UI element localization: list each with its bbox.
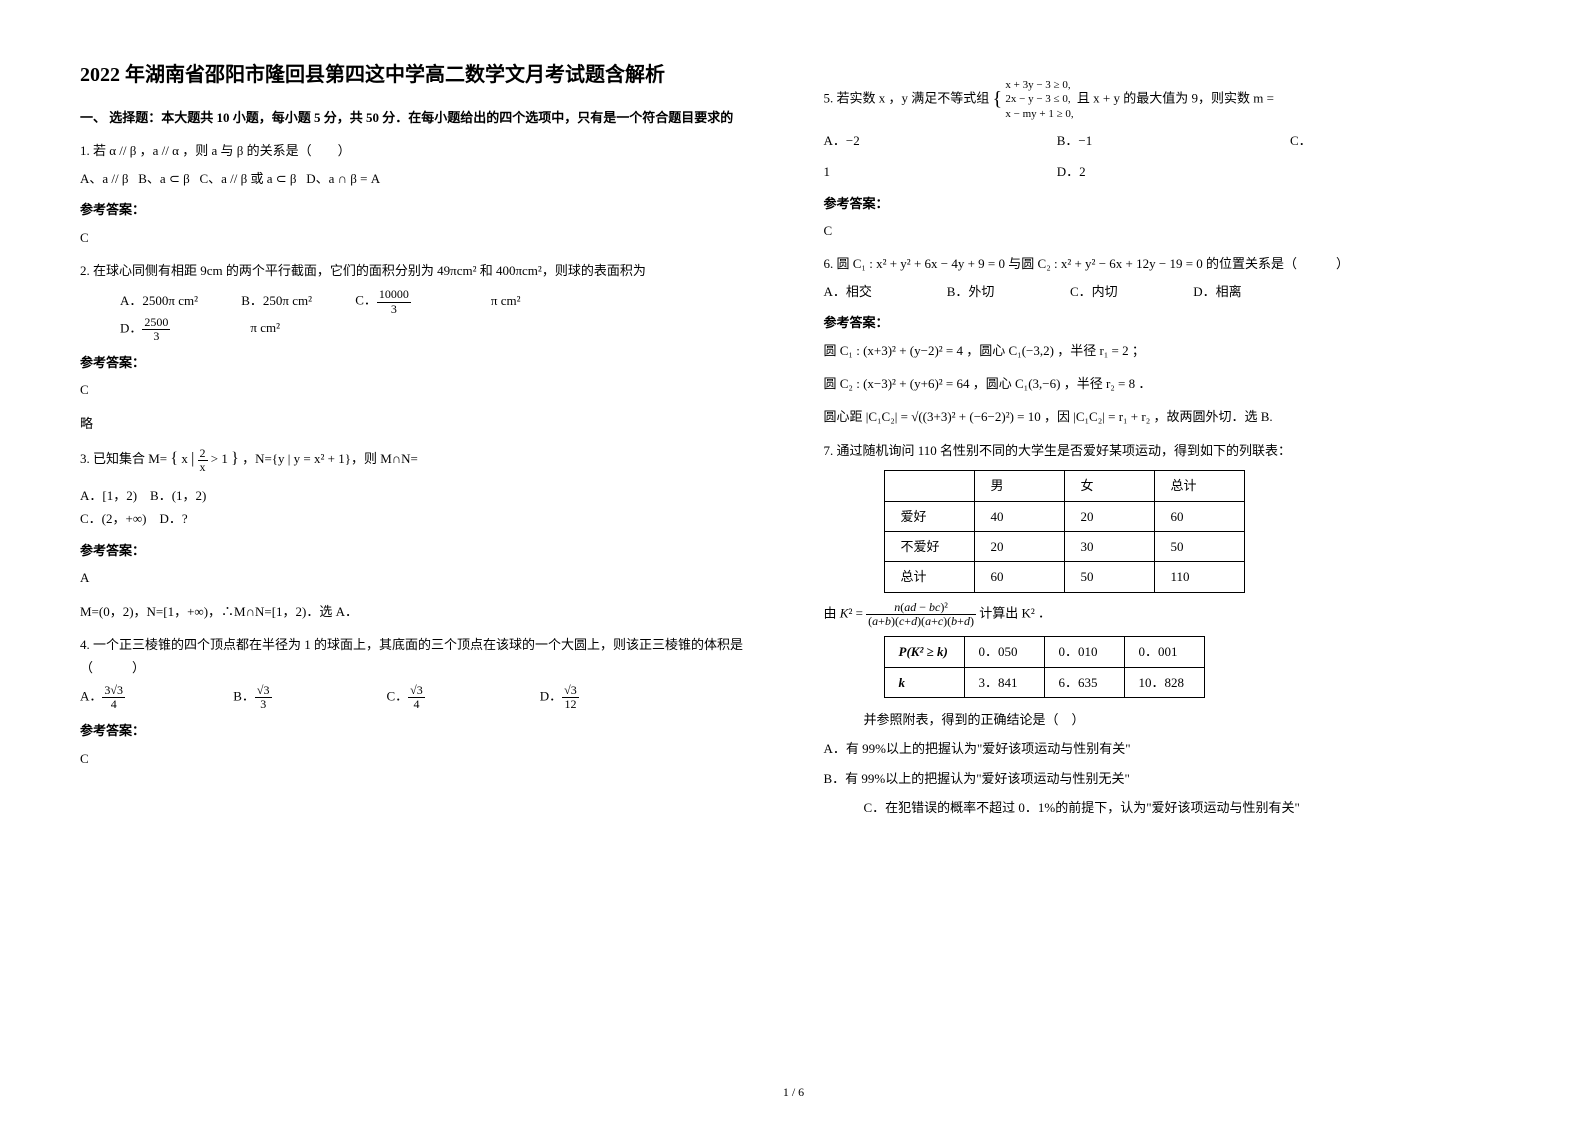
table-row: k 3．841 6．635 10．828 [884,667,1204,697]
q3-explanation: M=(0，2)，N=[1，+∞)，∴M∩N=[1，2)．选 A． [80,600,764,623]
q5-options-row2: 1 D．2 [824,160,1508,183]
q4-answer: C [80,747,764,770]
q2-opt-a: A．2500π cm² [120,289,198,312]
q7-opt-c: C．在犯错误的概率不超过 0．1%的前提下，认为"爱好该项运动与性别有关" [824,796,1508,819]
table-row: 爱好 40 20 60 [884,501,1244,531]
q5-ref-label: 参考答案： [824,192,1508,215]
q2-opt-c: C．100003π cm² [355,288,560,315]
q3-opt-d: D．? [159,511,187,526]
q4-text: 4. 一个正三棱锥的四个顶点都在半径为 1 的球面上，其底面的三个顶点在该球的一… [80,633,764,680]
q5-opt-c: C． [1290,133,1312,148]
q1-opt-b: B、a ⊂ β [138,171,189,186]
q5-opt-b: B．−1 [1057,129,1287,152]
q7-opt-b: B．有 99%以上的把握认为"爱好该项运动与性别无关" [824,767,1508,790]
section-instructions: 一、 选择题：本大题共 10 小题，每小题 5 分，共 50 分．在每小题给出的… [80,106,764,129]
table-row: P(K² ≥ k) 0．050 0．010 0．001 [884,637,1204,667]
q6-opt-b: B．外切 [947,280,1067,303]
q7-text: 7. 通过随机询问 110 名性别不同的大学生是否爱好某项运动，得到如下的列联表… [824,439,1508,462]
q2-ref-label: 参考答案： [80,351,764,374]
q6-opt-d: D．相离 [1193,284,1241,299]
paper-title: 2022 年湖南省邵阳市隆回县第四这中学高二数学文月考试题含解析 [80,60,764,90]
q6-ref-label: 参考答案： [824,311,1508,334]
q3-ref-label: 参考答案： [80,539,764,562]
q3-opts-row2: C．(2，+∞) D．? [80,507,764,530]
q3-text: 3. 已知集合 M= { x | 2x > 1 } ，N={y | y = x²… [80,445,764,474]
q6-line1: 圆 C₁ : (x+3)² + (y−2)² = 4 ，圆心 C₁(−3,2) … [824,339,1508,362]
q5-options: A．−2 B．−1 C． [824,129,1508,152]
table-row: 不爱好 20 30 50 [884,531,1244,561]
q1-opt-d: D、a ∩ β = A [306,171,380,186]
q1-options: A、a // β B、a ⊂ β C、a // β 或 a ⊂ β D、a ∩ … [80,167,764,190]
q2-brief: 略 [80,412,764,435]
q3-opt-a: A．[1，2) [80,488,137,503]
q5-text: 5. 若实数 x ，y 满足不等式组 { x + 3y − 3 ≥ 0, 2x … [824,78,1508,121]
q6-opt-a: A．相交 [824,280,944,303]
q1-ref-label: 参考答案： [80,198,764,221]
q1-answer: C [80,226,764,249]
q6-line3: 圆心距 |C₁C₂| = √((3+3)² + (−6−2)²) = 10 ，因… [824,405,1508,428]
q4-ref-label: 参考答案： [80,719,764,742]
left-column: 2022 年湖南省邵阳市隆回县第四这中学高二数学文月考试题含解析 一、 选择题：… [80,60,764,819]
q5-opt-d: D．2 [1057,164,1086,179]
q7-conclusion-prompt: 并参照附表，得到的正确结论是（ ） [824,708,1508,731]
q2-answer: C [80,378,764,401]
q2-opt-b: B．250π cm² [241,289,312,312]
table-row: 男 女 总计 [884,471,1244,501]
q3-opt-b: B．(1，2) [150,488,206,503]
q7-opt-a: A．有 99%以上的把握认为"爱好该项运动与性别有关" [824,737,1508,760]
q4-options: A．3√34 B．√33 C．√34 D．√312 [80,684,764,711]
q3-answer: A [80,566,764,589]
q5-answer: C [824,219,1508,242]
q7-formula: 由 K² = n(ad − bc)²(a+b)(c+d)(a+c)(b+d) 计… [824,601,1508,628]
q2-options: A．2500π cm² B．250π cm² C．100003π cm² D．2… [80,288,764,343]
q7-contingency-table: 男 女 总计 爱好 40 20 60 不爱好 20 30 50 总计 60 50… [884,470,1245,593]
q2-opt-d: D．25003π cm² [120,316,320,343]
q6-options: A．相交 B．外切 C．内切 D．相离 [824,280,1508,303]
page-number: 1 / 6 [0,1085,1587,1100]
q7-critical-table: P(K² ≥ k) 0．050 0．010 0．001 k 3．841 6．63… [884,636,1205,698]
q2-text: 2. 在球心同侧有相距 9cm 的两个平行截面，它们的面积分别为 49πcm² … [80,259,764,282]
q6-opt-c: C．内切 [1070,280,1190,303]
table-row: 总计 60 50 110 [884,562,1244,592]
q1-opt-a: A、a // β [80,171,129,186]
q1-text: 1. 若 α // β ，a // α ，则 a 与 β 的关系是（ ） [80,139,764,162]
q3-opt-c: C．(2，+∞) [80,511,146,526]
right-column: 5. 若实数 x ，y 满足不等式组 { x + 3y − 3 ≥ 0, 2x … [824,60,1508,819]
q6-line2: 圆 C₂ : (x−3)² + (y+6)² = 64 ，圆心 C₁(3,−6)… [824,372,1508,395]
q5-opt-a: A．−2 [824,129,1054,152]
q3-opts-row1: A．[1，2) B．(1，2) [80,484,764,507]
q1-opt-c: C、a // β 或 a ⊂ β [199,171,296,186]
q6-text: 6. 圆 C₁ : x² + y² + 6x − 4y + 9 = 0 与圆 C… [824,252,1508,275]
